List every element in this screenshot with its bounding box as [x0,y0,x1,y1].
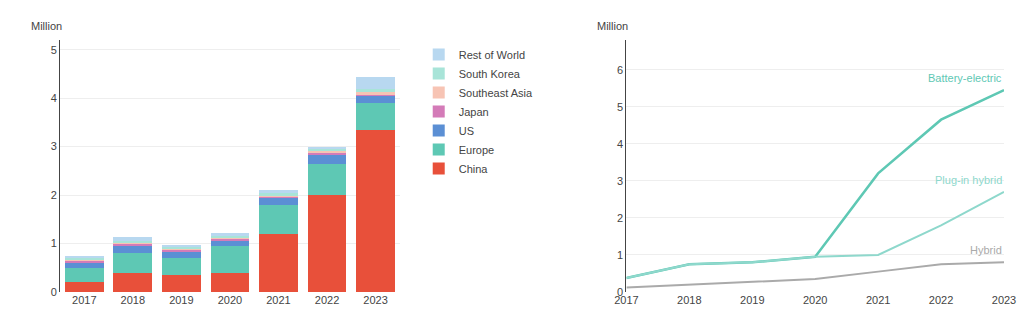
svg-text:2018: 2018 [121,294,145,306]
svg-text:2017: 2017 [614,294,638,306]
svg-text:US: US [459,125,474,137]
svg-text:2020: 2020 [803,294,827,306]
svg-text:1: 1 [617,249,623,261]
svg-text:6: 6 [617,64,623,76]
svg-text:2021: 2021 [866,294,890,306]
svg-text:0: 0 [51,286,57,298]
svg-text:2022: 2022 [315,294,339,306]
svg-text:5: 5 [617,101,623,113]
svg-text:Europe: Europe [459,144,494,156]
svg-text:2017: 2017 [72,294,96,306]
svg-text:2023: 2023 [992,294,1016,306]
svg-text:Battery-electric: Battery-electric [928,72,1002,84]
svg-text:2021: 2021 [266,294,290,306]
svg-text:2019: 2019 [169,294,193,306]
svg-text:4: 4 [617,138,623,150]
svg-text:Hybrid: Hybrid [970,244,1002,256]
svg-text:Million: Million [31,20,62,32]
svg-text:Southeast Asia: Southeast Asia [459,87,533,99]
svg-text:2: 2 [617,212,623,224]
svg-text:3: 3 [51,140,57,152]
svg-text:2018: 2018 [677,294,701,306]
svg-text:4: 4 [51,92,57,104]
svg-text:Plug-in hybrid: Plug-in hybrid [935,174,1002,186]
svg-text:China: China [459,163,489,175]
svg-text:Japan: Japan [459,106,489,118]
svg-text:1: 1 [51,237,57,249]
svg-text:2: 2 [51,189,57,201]
svg-text:South Korea: South Korea [459,68,521,80]
svg-text:3: 3 [617,175,623,187]
svg-text:Million: Million [597,20,628,32]
svg-text:0: 0 [617,286,623,298]
svg-text:Rest of World: Rest of World [459,49,525,61]
svg-text:2020: 2020 [218,294,242,306]
svg-text:2019: 2019 [740,294,764,306]
svg-text:2022: 2022 [929,294,953,306]
svg-text:2023: 2023 [363,294,387,306]
svg-text:5: 5 [51,44,57,56]
